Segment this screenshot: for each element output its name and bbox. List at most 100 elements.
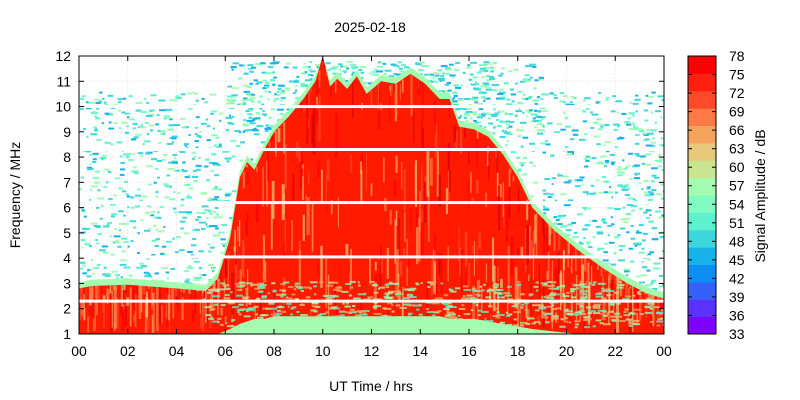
noise-speckle bbox=[401, 64, 407, 67]
noise-speckle bbox=[591, 157, 597, 160]
noise-speckle bbox=[210, 225, 218, 228]
noise-speckle bbox=[624, 121, 631, 124]
low-band-speckle bbox=[516, 280, 520, 283]
noise-speckle bbox=[494, 113, 500, 116]
low-band-speckle bbox=[394, 282, 399, 285]
signal-streak bbox=[627, 295, 630, 319]
noise-speckle bbox=[99, 217, 103, 220]
noise-speckle bbox=[573, 96, 577, 99]
noise-speckle bbox=[162, 183, 169, 186]
noise-speckle bbox=[479, 69, 485, 72]
noise-speckle bbox=[566, 153, 572, 156]
signal-streak bbox=[94, 285, 97, 299]
noise-speckle bbox=[80, 261, 86, 264]
low-band-speckle bbox=[546, 295, 550, 298]
low-band-speckle bbox=[286, 296, 289, 299]
noise-speckle bbox=[79, 188, 82, 191]
low-band-speckle bbox=[236, 309, 245, 312]
noise-speckle bbox=[513, 68, 519, 71]
low-band-speckle bbox=[543, 296, 547, 299]
noise-speckle bbox=[530, 113, 538, 116]
low-band-speckle bbox=[433, 292, 436, 295]
noise-speckle bbox=[443, 90, 449, 93]
noise-speckle bbox=[92, 111, 96, 114]
noise-speckle bbox=[208, 210, 212, 213]
low-band-speckle bbox=[375, 298, 383, 301]
signal-streak bbox=[497, 185, 501, 230]
noise-speckle bbox=[635, 133, 640, 136]
noise-speckle bbox=[532, 120, 539, 123]
noise-speckle bbox=[618, 245, 626, 248]
low-band-speckle bbox=[231, 306, 240, 309]
low-band-speckle bbox=[565, 308, 569, 311]
noise-speckle bbox=[81, 95, 87, 98]
noise-speckle bbox=[583, 237, 586, 240]
low-band-speckle bbox=[247, 309, 256, 312]
signal-streak bbox=[542, 217, 545, 236]
low-band-speckle bbox=[488, 288, 495, 291]
signal-streak bbox=[383, 157, 385, 183]
signal-streak bbox=[545, 315, 548, 322]
colorbar-tick-label: 66 bbox=[729, 122, 745, 138]
low-band-speckle bbox=[394, 293, 403, 296]
low-band-speckle bbox=[559, 284, 566, 287]
noise-speckle bbox=[472, 96, 479, 99]
noise-speckle bbox=[130, 240, 134, 243]
noise-speckle bbox=[590, 184, 595, 187]
low-band-speckle bbox=[463, 313, 471, 316]
signal-streak bbox=[180, 288, 182, 292]
noise-speckle bbox=[500, 96, 506, 99]
low-band-speckle bbox=[363, 312, 366, 315]
noise-speckle bbox=[607, 207, 614, 210]
noise-speckle bbox=[195, 218, 200, 221]
low-band-speckle bbox=[570, 290, 575, 293]
noise-speckle bbox=[520, 121, 527, 124]
noise-speckle bbox=[305, 85, 309, 88]
signal-streak bbox=[435, 280, 438, 294]
low-band-speckle bbox=[342, 302, 345, 305]
noise-speckle bbox=[644, 194, 652, 197]
signal-streak bbox=[409, 208, 412, 232]
noise-speckle bbox=[438, 90, 445, 93]
signal-streak bbox=[591, 265, 593, 282]
noise-speckle bbox=[616, 168, 623, 171]
signal-streak bbox=[271, 136, 274, 142]
noise-speckle bbox=[378, 61, 381, 64]
noise-speckle bbox=[645, 94, 649, 97]
noise-speckle bbox=[247, 113, 253, 116]
noise-speckle bbox=[586, 243, 590, 246]
noise-speckle bbox=[645, 203, 649, 206]
noise-speckle bbox=[226, 150, 230, 153]
low-band-speckle bbox=[311, 305, 319, 308]
low-band-speckle bbox=[552, 307, 557, 310]
signal-streak bbox=[274, 290, 276, 334]
low-band-speckle bbox=[238, 313, 242, 316]
low-band-speckle bbox=[579, 283, 586, 286]
noise-speckle bbox=[224, 157, 232, 160]
noise-speckle bbox=[582, 206, 587, 209]
noise-speckle bbox=[463, 114, 471, 117]
low-band-speckle bbox=[625, 318, 633, 321]
signal-streak bbox=[233, 246, 237, 252]
noise-speckle bbox=[567, 150, 575, 153]
noise-speckle bbox=[646, 187, 651, 190]
noise-speckle bbox=[657, 165, 662, 168]
signal-streak bbox=[552, 228, 554, 235]
signal-streak bbox=[270, 202, 273, 250]
noise-speckle bbox=[507, 113, 514, 116]
signal-streak bbox=[507, 246, 510, 295]
low-band-speckle bbox=[327, 296, 332, 299]
noise-speckle bbox=[107, 170, 111, 173]
signal-streak bbox=[468, 262, 471, 287]
noise-speckle bbox=[194, 133, 198, 136]
low-band-speckle bbox=[507, 323, 513, 326]
noise-speckle bbox=[179, 117, 186, 120]
noise-speckle bbox=[157, 176, 160, 179]
noise-speckle bbox=[635, 231, 642, 234]
low-band-speckle bbox=[345, 282, 352, 285]
noise-speckle bbox=[117, 109, 122, 112]
noise-speckle bbox=[210, 169, 214, 172]
low-band-speckle bbox=[385, 283, 393, 286]
noise-speckle bbox=[286, 62, 291, 65]
noise-speckle bbox=[547, 93, 551, 96]
